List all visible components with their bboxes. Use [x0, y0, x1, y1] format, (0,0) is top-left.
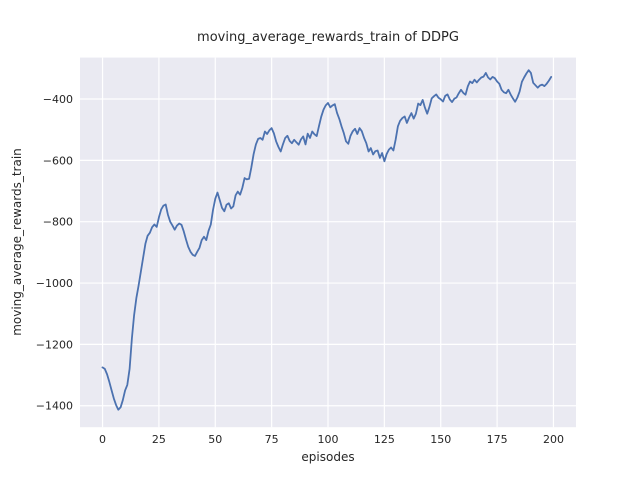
- chart-title: moving_average_rewards_train of DDPG: [197, 30, 459, 45]
- y-tick-label: −1200: [36, 338, 73, 351]
- x-tick-label: 100: [318, 433, 339, 446]
- y-axis-label: moving_average_rewards_train: [10, 148, 24, 336]
- y-tick-label: −600: [43, 154, 73, 167]
- x-tick-label: 125: [374, 433, 395, 446]
- data-line: [101, 69, 553, 411]
- x-tick-label: 25: [152, 433, 166, 446]
- y-tick-label: −400: [43, 93, 73, 106]
- x-tick-label: 75: [265, 433, 279, 446]
- y-tick-label: −800: [43, 216, 73, 229]
- x-tick-label: 150: [430, 433, 451, 446]
- x-tick-label: 0: [99, 433, 106, 446]
- y-tick-label: −1000: [36, 277, 73, 290]
- x-tick-label: 175: [487, 433, 508, 446]
- x-tick-label: 50: [208, 433, 222, 446]
- x-axis-label: episodes: [301, 450, 355, 464]
- x-tick-label: 200: [543, 433, 564, 446]
- y-tick-label: −1400: [36, 400, 73, 413]
